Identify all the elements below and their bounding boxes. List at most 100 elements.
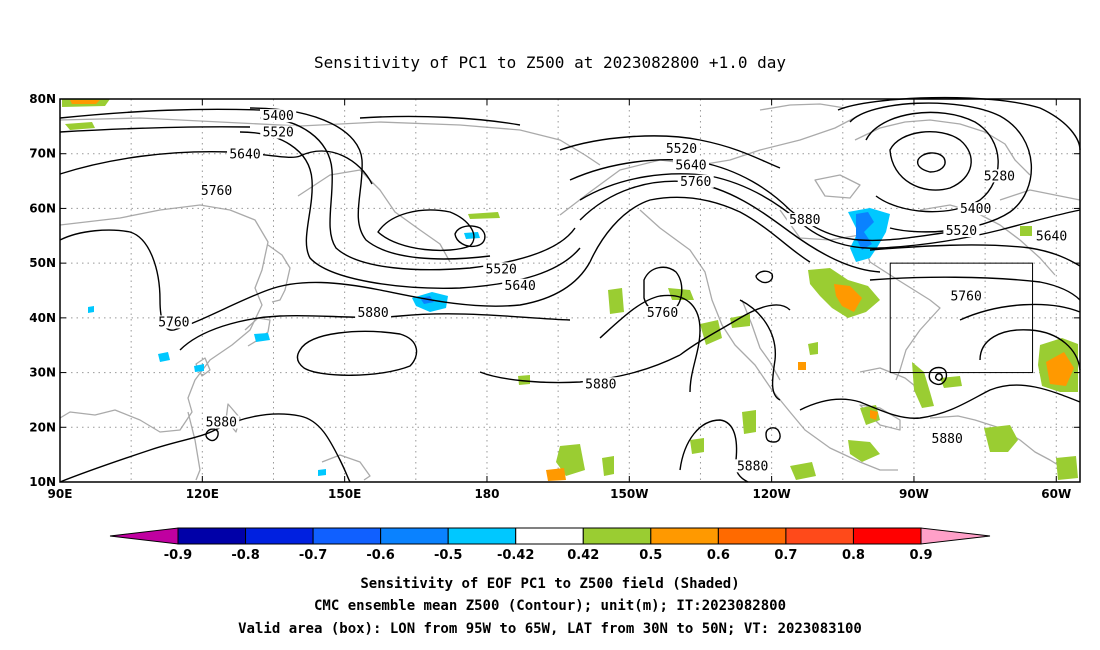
colorbar-label: 0.42 (567, 548, 599, 563)
footer-line-1: Sensitivity of EOF PC1 to Z500 field (Sh… (360, 576, 739, 592)
contour-5900-high (296, 330, 418, 376)
shade-cyan-patch (318, 469, 326, 476)
contour-label: 5880 (932, 432, 963, 447)
lon-tick-label: 150W (610, 487, 648, 501)
shade-green-patch (608, 288, 624, 314)
colorbar-swatch (582, 527, 652, 545)
contour-label-bg (502, 278, 539, 292)
contour-label: 5880 (585, 377, 616, 392)
contour-label: 5880 (737, 459, 768, 474)
colorbar-swatch (177, 527, 247, 545)
contour-label-bg (734, 459, 771, 473)
map-title: Sensitivity of PC1 to Z500 at 2023082800… (314, 53, 786, 72)
contour-label: 5760 (158, 315, 189, 330)
shade-green-patch (912, 362, 934, 408)
contour-label: 5520 (263, 126, 294, 141)
colorbar-swatch (852, 527, 922, 545)
lat-tick-label: 10N (29, 475, 56, 489)
contour-label-bg (483, 262, 520, 276)
contour-5400-low (865, 111, 999, 213)
lon-tick-label: 60W (1041, 487, 1071, 501)
map-frame (59, 98, 1081, 483)
colorbar-swatch (717, 527, 787, 545)
contour-label-bg (260, 125, 297, 139)
shade-cyan-patch (194, 364, 204, 372)
shade-cyan-patch (464, 232, 480, 239)
lon-tick-label: 120E (186, 487, 219, 501)
contour-5880-small (205, 428, 219, 442)
contour-label-bg (227, 147, 264, 161)
contour-label-bg (786, 213, 823, 227)
contour-label-bg (948, 289, 985, 303)
contour-small-se (765, 427, 781, 443)
axis-ticks: 90E 120E 150E 180 150W 120W 90W 60W 80N 70N 60N 50N… (29, 92, 1080, 501)
contour-5520-east-b (579, 173, 1081, 249)
colorbar-label: -0.5 (434, 548, 462, 563)
contour-label-bg (981, 169, 1018, 183)
shade-orange-patch (1046, 352, 1074, 386)
contour-high-small-inner (934, 373, 943, 381)
lon-tick-label: 90W (899, 487, 929, 501)
contour-5880-south (59, 413, 351, 483)
contour-label: 5880 (206, 416, 237, 431)
shade-orange-patch (798, 362, 806, 370)
contour-label-bg (203, 415, 240, 429)
colorbar-swatch (447, 527, 517, 545)
contour-5400-north (359, 115, 521, 126)
contour-label-bg (929, 431, 966, 445)
contour-label-bg (1033, 229, 1070, 243)
shade-green-patch (808, 342, 818, 355)
contour-label-bg (582, 377, 619, 391)
contour-label: 5640 (675, 158, 706, 173)
contour-label-bg (644, 306, 681, 320)
colorbar-label: 0.7 (774, 548, 797, 563)
contour-label: 5880 (357, 306, 388, 321)
contour-5760-east (579, 180, 881, 273)
footer-line-3: Valid area (box): LON from 95W to 65W, L… (238, 621, 862, 637)
lon-tick-label: 90E (48, 487, 73, 501)
contour-5880-gulf (799, 384, 1081, 419)
contour-label: 5760 (680, 175, 711, 190)
contour-label-bg (260, 109, 297, 123)
shade-green-patch (602, 456, 614, 476)
contour-5880-central (479, 354, 681, 384)
contour-high-small (928, 366, 948, 386)
lon-tick-label: 120W (752, 487, 790, 501)
shade-orange-patch (870, 410, 878, 420)
contour-5760-ridge (599, 294, 701, 393)
colorbar-swatch (380, 527, 449, 545)
contour-label-bg (155, 315, 192, 329)
colorbar-swatch (245, 527, 314, 545)
shade-orange-patch (546, 468, 566, 481)
colorbar-label: -0.7 (299, 548, 327, 563)
shade-green-patch (690, 438, 704, 454)
lat-tick-label: 70N (29, 147, 56, 161)
shade-green-patch (1020, 226, 1032, 236)
footer-line-2: CMC ensemble mean Z500 (Contour); unit(m… (314, 598, 786, 614)
contour-label: 5760 (950, 290, 981, 305)
colorbar: -0.9 -0.8 -0.7 -0.6 -0.5 -0.42 0.42 0.5 0.6 0.7 0.… (109, 527, 991, 563)
contour-label: 5280 (984, 169, 1015, 184)
contour-5880-southeast (679, 419, 749, 483)
contour-label: 5760 (647, 306, 678, 321)
contour-label: 5640 (505, 279, 536, 294)
contour-label-bg (943, 224, 980, 238)
contour-label: 5400 (960, 202, 991, 217)
shade-green-patch (65, 122, 95, 130)
sensitivity-shading (62, 99, 1078, 481)
colorbar-label: -0.8 (231, 548, 259, 563)
shade-cyan-patch (88, 306, 94, 313)
colorbar-label: 0.8 (842, 548, 865, 563)
contour-label-bg (957, 202, 994, 216)
contour-5520-trough (259, 117, 576, 271)
valid-area-box (889, 262, 1034, 374)
lat-tick-label: 60N (29, 201, 56, 215)
shade-green-patch (518, 375, 530, 385)
contour-5640-east (569, 159, 951, 242)
contour-label-bg (355, 306, 392, 320)
contour-5640-east-b (869, 244, 1081, 267)
contour-5520-east (559, 135, 781, 169)
contour-labels: 5400552056405760576058805880552056405520… (155, 109, 1070, 474)
map-panel: 5400552056405760576058805880552056405520… (29, 92, 1081, 501)
